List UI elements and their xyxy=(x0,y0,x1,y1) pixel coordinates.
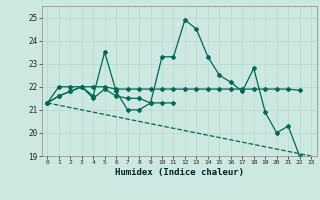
X-axis label: Humidex (Indice chaleur): Humidex (Indice chaleur) xyxy=(115,168,244,177)
